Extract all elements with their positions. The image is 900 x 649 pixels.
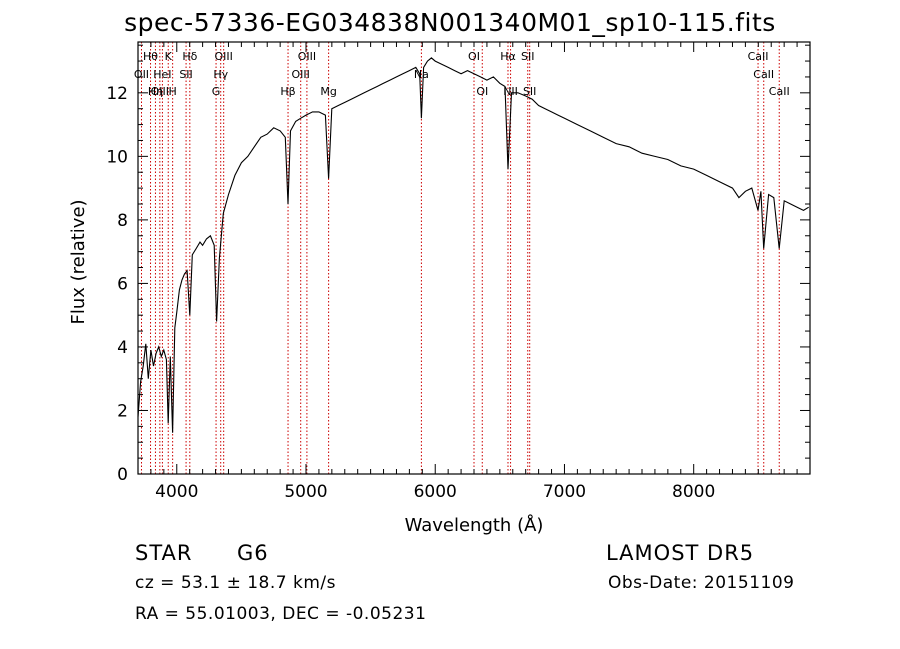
x-tick-label: 5000 xyxy=(284,482,327,502)
spectrum-line xyxy=(137,57,809,433)
line-marker-label: CaII xyxy=(748,50,769,63)
line-marker-label: OIII xyxy=(292,68,310,81)
y-tick-label: 8 xyxy=(117,211,128,231)
line-marker-label: Hγ xyxy=(213,68,228,81)
y-axis-ticks: 0 2 4 6 8 10 12 xyxy=(106,44,810,485)
coordinates: RA = 55.01003, DEC = -0.05231 xyxy=(135,604,427,624)
redshift-velocity: cz = 53.1 ± 18.7 km/s xyxy=(135,573,336,593)
line-marker-label: Hα xyxy=(500,50,516,63)
line-marker-label: Hβ xyxy=(280,85,295,98)
y-tick-label: 0 xyxy=(117,465,128,485)
line-marker-label: K xyxy=(165,50,173,63)
line-marker-label: Na xyxy=(414,68,429,81)
line-marker-label: OIII xyxy=(151,85,169,98)
y-tick-label: 2 xyxy=(117,401,128,421)
line-marker-label: SII xyxy=(523,85,536,98)
line-marker-label: Hδ xyxy=(182,50,197,63)
x-tick-label: 8000 xyxy=(672,482,715,502)
plot-frame xyxy=(137,41,811,475)
line-marker-label: SII xyxy=(521,50,534,63)
y-tick-label: 10 xyxy=(106,147,128,167)
x-axis-ticks: 4000 5000 6000 7000 8000 xyxy=(137,42,811,502)
line-marker-label: G xyxy=(212,85,221,98)
x-tick-label: 4000 xyxy=(155,482,198,502)
object-subclass: G6 xyxy=(237,541,269,565)
line-markers xyxy=(140,42,780,474)
y-tick-label: 4 xyxy=(117,338,128,358)
line-marker-label: OII xyxy=(134,68,149,81)
object-class: STAR xyxy=(135,541,193,565)
line-marker-label: H xyxy=(168,85,176,98)
line-marker-label: CaII xyxy=(753,68,774,81)
line-marker-label: OIII xyxy=(214,50,232,63)
line-marker-label: CaII xyxy=(769,85,790,98)
survey-name: LAMOST DR5 xyxy=(606,541,755,565)
chart-title: spec-57336-EG034838N001340M01_sp10-115.f… xyxy=(124,8,776,37)
line-marker-label: NII xyxy=(503,85,518,98)
line-marker-label: OI xyxy=(476,85,488,98)
x-tick-label: 7000 xyxy=(543,482,586,502)
line-marker-label: OIII xyxy=(298,50,316,63)
line-marker-label: Hθ xyxy=(143,50,158,63)
y-tick-label: 12 xyxy=(106,84,128,104)
x-axis-label: Wavelength (Å) xyxy=(405,514,544,536)
line-marker-label: Mg xyxy=(320,85,336,98)
line-marker-label: HeI xyxy=(153,68,171,81)
line-marker-label: Hη xyxy=(148,85,163,98)
x-tick-label: 6000 xyxy=(414,482,457,502)
line-marker-label: SII xyxy=(179,68,192,81)
y-tick-label: 6 xyxy=(117,274,128,294)
line-marker-label: OI xyxy=(468,50,480,63)
observation-date: Obs-Date: 20151109 xyxy=(608,573,795,593)
y-axis-label: Flux (relative) xyxy=(68,199,89,324)
